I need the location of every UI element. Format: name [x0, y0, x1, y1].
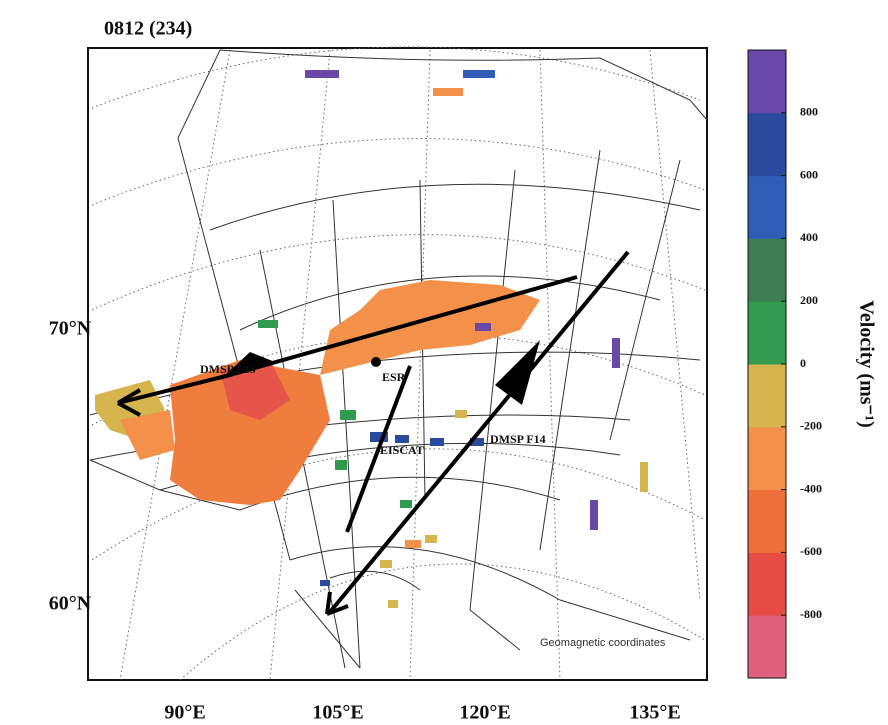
echo-cell — [463, 70, 495, 78]
colorbar-tick-label: 800 — [800, 105, 818, 119]
arrow-head — [495, 340, 540, 405]
lon-label: 90°E — [164, 702, 205, 724]
echo-cell — [400, 500, 412, 508]
lon-label: 120°E — [459, 702, 510, 724]
colorbar-tick-label: -400 — [800, 481, 822, 495]
grid-line — [269, 49, 331, 681]
echo-cell — [455, 410, 467, 418]
annotation: DMSP F13 — [200, 362, 256, 376]
echo-cell — [370, 432, 388, 442]
echo-cell — [475, 323, 491, 331]
colorbar-tick-label: 0 — [800, 356, 806, 370]
esr-site — [371, 357, 381, 367]
echo-cell — [320, 580, 330, 586]
echo-cell — [612, 338, 620, 368]
echo-region — [220, 360, 290, 420]
colorbar-band — [748, 364, 786, 428]
colorbar-band — [748, 175, 786, 239]
arrow-head — [116, 388, 142, 417]
colorbar-band — [748, 301, 786, 365]
echo-region — [170, 360, 330, 505]
dmsp-f13-track — [229, 275, 578, 377]
annotation: ESR — [382, 370, 406, 384]
colorbar-band — [748, 238, 786, 302]
colorbar-band — [748, 50, 786, 114]
lat-label: 70°N — [49, 318, 92, 340]
colorbar-tick-label: 400 — [800, 230, 818, 244]
annotation: EISCAT — [380, 443, 424, 457]
grid-line — [119, 49, 231, 681]
sector-line — [289, 546, 691, 669]
arrow-head — [220, 352, 275, 380]
echo-cell — [425, 535, 437, 543]
colorbar-label: Velocity (ms⁻¹) — [855, 300, 877, 427]
echo-cell — [258, 320, 278, 328]
sector-line — [177, 49, 708, 139]
grid-line — [91, 138, 706, 206]
sector-line — [89, 183, 701, 511]
colorbar-tick-label: -800 — [800, 607, 822, 621]
colorbar-tick-label: -200 — [800, 419, 822, 433]
colorbar-band — [748, 426, 786, 491]
lat-label: 60°N — [49, 593, 92, 615]
trajectories — [116, 250, 630, 616]
echo-cell — [305, 70, 339, 78]
lon-label: 135°E — [629, 702, 680, 724]
annotation: Geomagnetic coordinates — [540, 637, 666, 649]
grid-line — [91, 46, 701, 109]
colorbar: 800 600 400 200 0 -200 -400 -600 -800 — [747, 49, 822, 679]
echo-region — [120, 410, 175, 460]
grid-line — [649, 49, 701, 601]
echo-cell — [590, 500, 598, 530]
lon-label: 105°E — [312, 702, 363, 724]
echo-cell — [470, 438, 484, 446]
echo-cell — [405, 540, 421, 548]
grid-line — [409, 49, 431, 681]
title: 0812 (234) — [104, 18, 192, 40]
colorbar-tick-label: 200 — [800, 293, 818, 307]
echo-cell — [640, 462, 648, 492]
echo-cell — [430, 438, 444, 446]
sector-line — [89, 459, 241, 511]
frame — [87, 47, 708, 681]
colorbar-tick-label: 600 — [800, 167, 818, 181]
grid-line — [91, 448, 706, 561]
colorbar-band — [748, 112, 786, 177]
echo-cell — [388, 600, 398, 608]
dmsp-f14-track — [328, 250, 630, 614]
echo-cell — [340, 410, 356, 420]
grid-line — [539, 49, 561, 681]
dmsp-f13-track — [121, 373, 231, 404]
colorbar-band — [748, 615, 786, 679]
annotation: DMSP F14 — [490, 432, 546, 446]
echo-cell — [335, 460, 347, 470]
arrow-head — [325, 591, 349, 616]
colorbar-band — [748, 552, 786, 616]
eiscat-beam — [345, 365, 412, 533]
echo-cell — [380, 560, 392, 568]
colorbar-band — [748, 489, 786, 553]
echo-cell — [433, 88, 463, 96]
colorbar-tick-label: -600 — [800, 544, 822, 558]
echo-cell — [395, 435, 409, 443]
